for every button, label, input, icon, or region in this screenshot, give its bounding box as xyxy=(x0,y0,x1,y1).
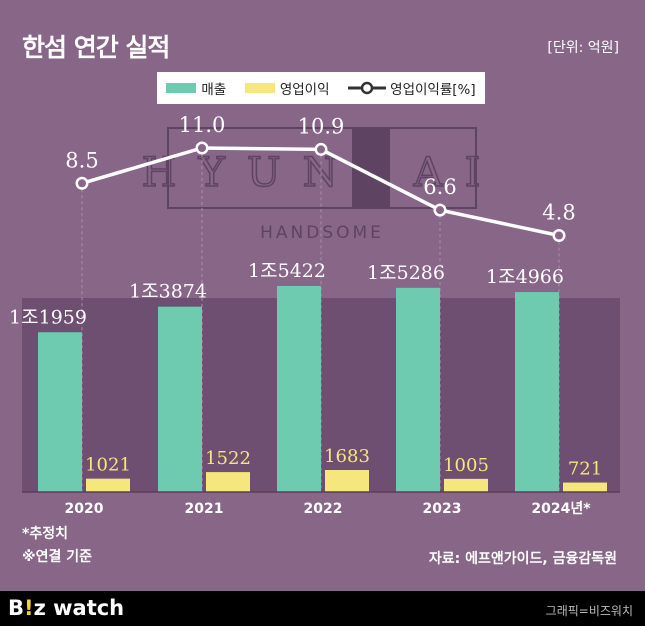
margin-point-inner xyxy=(436,206,444,215)
margin-label: 10.9 xyxy=(298,114,345,138)
x-tick-label: 2021 xyxy=(185,501,224,517)
brand-logo: B!z watch xyxy=(8,596,124,620)
x-tick-label: 2023 xyxy=(423,501,462,517)
margin-label: 11.0 xyxy=(179,113,226,137)
x-tick-label: 2020 xyxy=(65,501,104,517)
x-tick-label: 2022 xyxy=(304,501,343,517)
brand-part-a: B xyxy=(8,596,25,620)
watermark-sub: HANDSOME xyxy=(260,223,384,243)
legend-line-icon xyxy=(348,81,387,95)
margin-label: 6.6 xyxy=(423,175,456,199)
x-tick-label: 2024년* xyxy=(531,501,591,517)
sales-bar xyxy=(396,287,440,492)
unit-label: [단위: 억원] xyxy=(547,40,619,56)
op-label: 1522 xyxy=(205,448,251,469)
legend-margin: 영업이익률[%] xyxy=(348,78,476,98)
op-bar xyxy=(444,478,488,492)
legend-sales: 매출 xyxy=(166,78,226,98)
legend: 매출 영업이익 영업이익률[%] xyxy=(157,72,485,104)
sales-bar xyxy=(38,332,82,492)
sales-label: 1조5422 xyxy=(248,260,326,282)
footer-bar: B!z watch 그래픽=비즈워치 xyxy=(0,591,645,626)
margin-label: 8.5 xyxy=(65,148,98,172)
sales-bar xyxy=(158,306,202,492)
op-bar xyxy=(325,470,369,492)
sales-label: 1조5286 xyxy=(367,262,445,284)
op-label: 1005 xyxy=(443,455,489,476)
sales-bar xyxy=(277,286,321,492)
margin-label: 4.8 xyxy=(542,201,575,225)
op-bar xyxy=(563,482,607,492)
op-label: 1683 xyxy=(324,446,370,467)
sales-bar xyxy=(515,292,559,492)
chart-title: 한섬 연간 실적 xyxy=(22,33,170,62)
op-bar xyxy=(206,472,250,492)
note-consolidated: ※연결 기준 xyxy=(22,549,93,565)
margin-point-inner xyxy=(555,231,563,240)
note-estimate: *추정치 xyxy=(22,526,68,542)
watermark-main: HYUNDAI xyxy=(142,150,503,196)
graphic-credit: 그래픽=비즈워치 xyxy=(545,604,633,618)
legend-op-swatch xyxy=(244,83,275,93)
legend-sales-swatch xyxy=(166,83,197,93)
op-bar xyxy=(86,478,130,492)
source-label: 자료: 에프앤가이드, 금융감독원 xyxy=(428,551,617,567)
margin-point-inner xyxy=(198,144,206,152)
legend-sales-label: 매출 xyxy=(201,82,227,98)
sales-label: 1조4966 xyxy=(486,266,564,288)
margin-point-inner xyxy=(78,179,86,188)
sales-label: 1조3874 xyxy=(129,281,207,303)
op-label: 721 xyxy=(568,459,602,480)
brand-part-c: z watch xyxy=(33,596,125,620)
sales-label: 1조1959 xyxy=(9,306,87,328)
legend-op: 영업이익 xyxy=(244,78,330,98)
op-label: 1021 xyxy=(85,455,131,476)
legend-margin-label: 영업이익률[%] xyxy=(390,82,476,98)
legend-op-label: 영업이익 xyxy=(279,82,330,98)
margin-point-inner xyxy=(317,145,325,154)
brand-accent: ! xyxy=(24,596,34,620)
watermark-logo: HYUNDAI HANDSOME xyxy=(141,127,503,243)
